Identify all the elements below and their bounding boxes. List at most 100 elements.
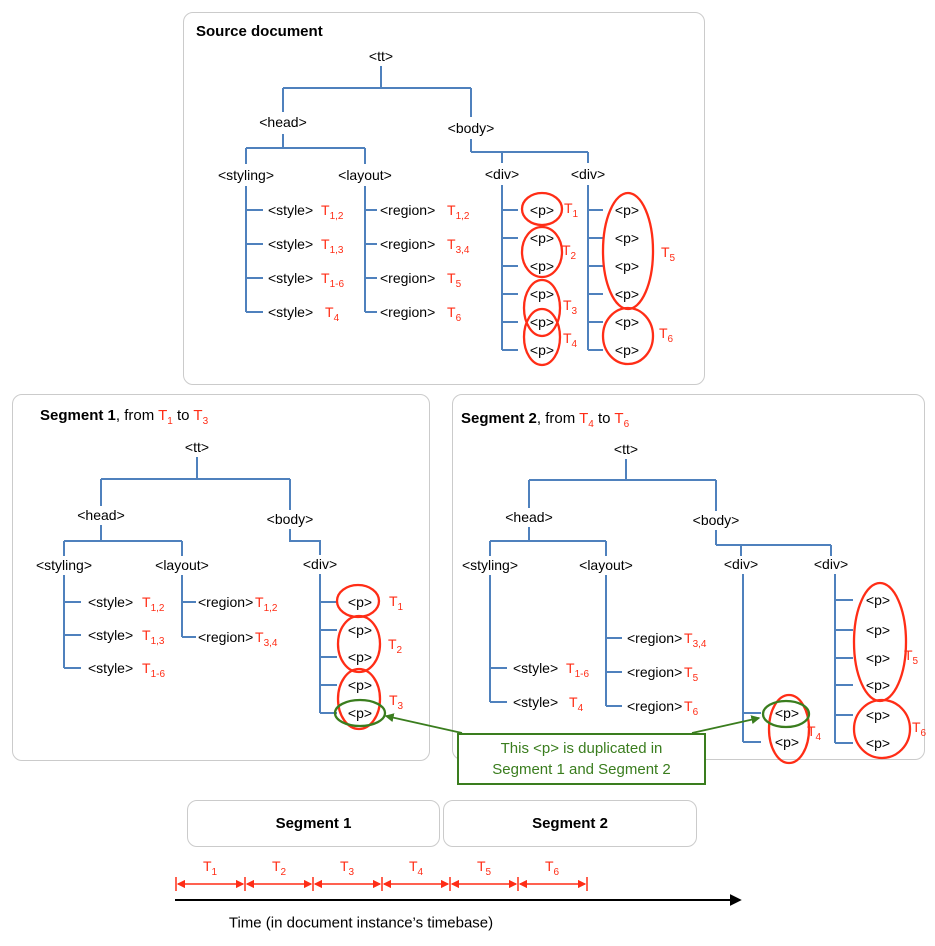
tree-node-label: <p> xyxy=(614,258,640,274)
tree-node-label: <region> xyxy=(380,304,436,320)
interval-label: T4 xyxy=(325,304,340,324)
interval-label: T5 xyxy=(903,647,919,667)
interval-label: T4 xyxy=(408,858,424,878)
tree-node-label: <p> xyxy=(865,650,891,666)
interval-label: T6 xyxy=(684,698,699,718)
timeline-segment-2-box: Segment 2 xyxy=(443,800,697,847)
panel-title-text: , from xyxy=(115,407,159,424)
tree-node-label: <styling> xyxy=(461,557,519,573)
interval-label: T1,2 xyxy=(321,202,344,222)
interval-label: T6 xyxy=(447,304,462,324)
panel-title-text: to xyxy=(593,410,615,427)
tree-node-label: <p> xyxy=(529,314,555,330)
time-ref-label: T4 xyxy=(579,410,594,430)
tree-node-label: <layout> xyxy=(338,167,392,183)
tree-node-label: <region> xyxy=(627,698,683,714)
time-ref-label: T3 xyxy=(193,407,209,427)
time-ref-label: T1 xyxy=(158,407,173,427)
interval-label: T5 xyxy=(476,858,492,878)
tree-node-label: <styling> xyxy=(217,167,275,183)
timeline-box-label: Segment 2 xyxy=(532,815,608,832)
tree-node-label: <div> xyxy=(813,556,849,572)
interval-label: T3,4 xyxy=(684,630,707,650)
tree-node-label: <head> xyxy=(77,507,125,523)
interval-label: T1,3 xyxy=(142,627,165,647)
interval-label: T2 xyxy=(387,636,403,656)
tree-node-label: <div> xyxy=(723,556,759,572)
time-axis-caption: Time (in document instance’s timebase) xyxy=(228,914,494,932)
tree-node-label: <region> xyxy=(198,594,254,610)
tree-node-label: <head> xyxy=(259,114,307,130)
interval-label: T1-6 xyxy=(142,660,166,680)
tree-node-label: <p> xyxy=(865,735,891,751)
interval-label: T1-6 xyxy=(321,270,345,290)
timeline-box-label: Segment 1 xyxy=(275,815,352,832)
panel-title-text: Segment 1 xyxy=(40,407,116,424)
interval-label: T2 xyxy=(561,242,577,262)
tree-node-label: <tt> xyxy=(184,439,210,455)
tree-node-label: <p> xyxy=(347,622,373,638)
tree-node-label: <region> xyxy=(198,629,254,645)
tree-node-label: <p> xyxy=(865,592,891,608)
interval-label: T6 xyxy=(544,858,560,878)
interval-label: T3 xyxy=(339,858,355,878)
interval-label: T3 xyxy=(562,297,578,317)
tree-node-label: <head> xyxy=(505,509,553,525)
interval-label: T4 xyxy=(806,723,822,743)
tree-node-label: <p> xyxy=(614,286,640,302)
tree-node-label: <style> xyxy=(268,270,314,286)
tree-node-label: <p> xyxy=(347,649,373,665)
time-ref-label: T6 xyxy=(614,410,630,430)
timeline-segment-1-box: Segment 1 xyxy=(187,800,440,847)
tree-node-label: <region> xyxy=(380,270,436,286)
interval-label: T1,2 xyxy=(255,594,278,614)
tree-node-label: <layout> xyxy=(579,557,633,573)
tree-node-label: <region> xyxy=(627,630,683,646)
panel-title-text: to xyxy=(172,407,194,424)
tree-node-label: <style> xyxy=(268,202,314,218)
interval-label: T3,4 xyxy=(447,236,470,256)
duplicate-note-callout: This <p> is duplicated in Segment 1 and … xyxy=(457,733,706,785)
tree-node-label: <style> xyxy=(268,236,314,252)
tree-node-label: <body> xyxy=(447,120,495,136)
tree-node-label: <layout> xyxy=(155,557,209,573)
tree-node-label: <p> xyxy=(614,202,640,218)
panel-title-text: Source document xyxy=(196,23,323,40)
interval-label: T2 xyxy=(271,858,287,878)
panel-title-text: , from xyxy=(536,410,580,427)
interval-label: T1,3 xyxy=(321,236,344,256)
tree-node-label: <region> xyxy=(627,664,683,680)
segment-2-title: Segment 2, from T4 to T6 xyxy=(461,409,630,430)
tree-node-label: <p> xyxy=(865,622,891,638)
tree-node-label: <p> xyxy=(347,677,373,693)
tree-node-label: <p> xyxy=(529,258,555,274)
source-document-title: Source document xyxy=(196,22,323,41)
interval-label: T1-6 xyxy=(566,660,590,680)
tree-node-label: <div> xyxy=(302,556,338,572)
interval-label: T6 xyxy=(658,325,674,345)
tree-node-label: <body> xyxy=(266,511,314,527)
tree-node-label: <p> xyxy=(529,286,555,302)
interval-label: T6 xyxy=(911,719,927,739)
segment-1-title: Segment 1, from T1 to T3 xyxy=(40,406,209,427)
tree-node-label: <p> xyxy=(865,707,891,723)
interval-label: T3 xyxy=(388,692,404,712)
tree-node-label: <p> xyxy=(614,314,640,330)
tree-node-label: <div> xyxy=(570,166,606,182)
tree-node-label: <style> xyxy=(88,627,134,643)
tree-node-label: <p> xyxy=(347,594,373,610)
tree-node-label: <styling> xyxy=(35,557,93,573)
tree-node-label: <tt> xyxy=(368,48,394,64)
interval-label: T1 xyxy=(563,200,579,220)
duplicate-note-line-1: This <p> is duplicated in xyxy=(500,740,663,757)
panel-segment-2 xyxy=(452,394,925,760)
panel-title-text: Segment 2 xyxy=(461,410,537,427)
tree-node-label: <region> xyxy=(380,236,436,252)
tree-node-label: <p> xyxy=(614,230,640,246)
interval-label: T1 xyxy=(202,858,218,878)
tree-node-label: <p> xyxy=(774,705,800,721)
interval-label: T1 xyxy=(388,593,404,613)
interval-label: T5 xyxy=(684,664,699,684)
tree-node-label: <tt> xyxy=(613,441,639,457)
